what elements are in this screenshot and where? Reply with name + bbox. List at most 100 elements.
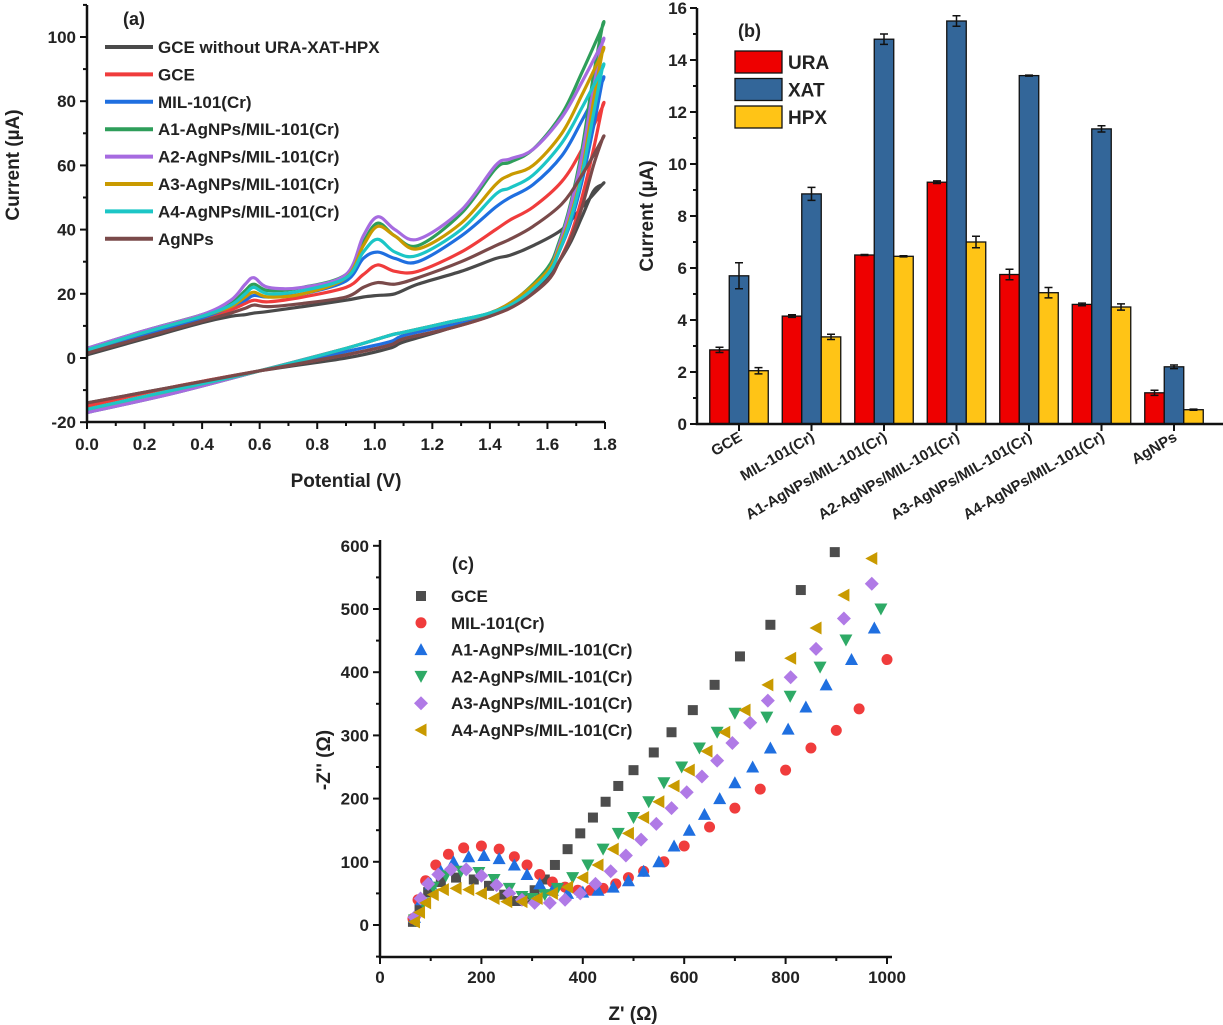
nyquist-point-diamond [725,735,740,750]
nyquist-point-triangle-left [784,651,797,665]
error-bar [1097,125,1106,133]
bar-xat [1018,74,1040,425]
bar-ura [999,273,1020,425]
nyquist-point-diamond [558,892,573,907]
nyquist-point-square [549,859,560,870]
nyquist-point-triangle-up [520,867,534,880]
nyquist-x-tick-label: 0 [375,968,384,987]
nyquist-legend-marker [414,670,428,683]
error-bar [1078,302,1086,307]
nyquist-point-triangle-down [627,812,640,825]
cv-x-tick-label: 1.8 [593,435,617,454]
nyquist-point-triangle-down [566,872,580,885]
bar-y-tick-label: 6 [678,259,687,278]
nyquist-point-triangle-left [419,896,432,910]
nyquist-point-circle [704,821,716,833]
cv-x-tick-label: 0.2 [133,435,157,454]
nyquist-point-triangle-up [682,823,696,836]
error-bar [972,235,980,249]
nyquist-point-triangle-left [837,588,850,602]
nyquist-point-triangle-down [760,711,774,724]
nyquist-point-circle [780,764,792,776]
cv-y-tick-label: 0 [67,349,76,368]
nyquist-legend-label: A1-AgNPs/MIL-101(Cr) [451,641,632,660]
cv-x-tick-label: 1.2 [421,435,445,454]
nyquist-x-tick-label: 200 [467,968,495,987]
nyquist-point-diamond [760,693,775,708]
nyquist-point-square [648,747,659,758]
nyquist-point-diamond [431,867,446,882]
nyquist-y-tick-label: 300 [341,726,369,745]
error-bar [860,253,869,257]
nyquist-point-triangle-left [718,725,731,739]
nyquist-y-tick-label: 200 [341,790,369,809]
nyquist-point-triangle-up [845,653,859,666]
panel-c-nyquist-chart: 0 200 400 600 800 1000 0 100 200 300 400 500 600 (c)… [314,537,906,1025]
nyquist-point-triangle-up [477,848,491,861]
error-bar [807,186,816,202]
bar-legend-swatch [734,105,783,129]
error-bar [899,255,908,258]
nyquist-point-triangle-up [728,776,742,789]
cv-legend-label: A2-AgNPs/MIL-101(Cr) [158,148,339,167]
nyquist-legend-marker [414,643,428,656]
nyquist-point-triangle-up [697,807,711,820]
nyquist-legend-marker [414,723,427,737]
nyquist-point-square [628,765,639,776]
nyquist-axes: 0 200 400 600 800 1000 0 100 200 300 400 500 600 [341,537,906,987]
nyquist-legend-label: A4-AgNPs/MIL-101(Cr) [451,721,632,740]
nyquist-point-diamond [618,848,633,863]
nyquist-point-triangle-left [652,795,665,809]
nyquist-point-triangle-down [728,707,742,720]
nyquist-point-square [484,880,495,891]
nyquist-y-tick-label: 500 [341,600,369,619]
cv-legend-label: A3-AgNPs/MIL-101(Cr) [158,175,339,194]
nyquist-point-triangle-left [761,678,774,692]
bar-xat [728,275,750,425]
cv-x-tick-label: 1.6 [536,435,560,454]
nyquist-point-triangle-up [713,792,727,805]
nyquist-point-diamond [836,611,851,626]
nyquist-point-triangle-down [581,859,595,872]
nyquist-point-square [529,885,540,896]
nyquist-point-triangle-left [515,895,528,909]
nyquist-point-triangle-up [606,880,620,893]
bar-legend-swatch [734,77,783,102]
nyquist-point-triangle-up [746,760,760,773]
nyquist-point-circle [458,842,470,854]
nyquist-point-triangle-left [462,883,475,897]
nyquist-point-diamond [474,868,489,883]
nyquist-point-square [414,901,425,912]
nyquist-y-tick-label: 0 [360,916,369,935]
cv-x-axis-title: Potential (V) [291,471,402,492]
nyquist-point-circle [678,840,690,852]
nyquist-point-circle [881,654,893,666]
nyquist-y-tick-label: 600 [341,537,369,556]
bar-hpx [820,336,842,425]
nyquist-point-diamond [809,641,824,656]
nyquist-point-triangle-down [692,742,706,755]
nyquist-point-triangle-left [487,891,500,905]
error-bar [1044,286,1053,299]
nyquist-point-circle [508,851,520,863]
nyquist-point-square [423,887,434,898]
nyquist-point-square [587,812,598,823]
bar-ura [709,349,730,425]
nyquist-point-square [600,796,611,807]
error-bar [788,314,796,319]
nyquist-point-triangle-left [637,811,650,825]
nyquist-point-triangle-left [407,915,420,929]
cv-legend-label: GCE [158,65,195,84]
nyquist-point-circle [534,868,546,880]
nyquist-point-circle [442,848,454,860]
nyquist-point-square [709,679,720,690]
nyquist-legend: GCE MIL-101(Cr) A1-AgNPs/MIL-101(Cr) A2-AgN… [414,587,632,740]
error-bar [715,346,724,354]
cv-legend-label: MIL-101(Cr) [158,93,252,112]
nyquist-point-triangle-left [561,880,574,894]
panel-c-label: (c) [452,554,474,574]
cv-x-tick-label: 1.0 [363,435,387,454]
nyquist-point-triangle-left [413,905,426,919]
cv-y-axis-title: Current (µA) [3,109,24,220]
nyquist-point-triangle-up [819,678,833,691]
